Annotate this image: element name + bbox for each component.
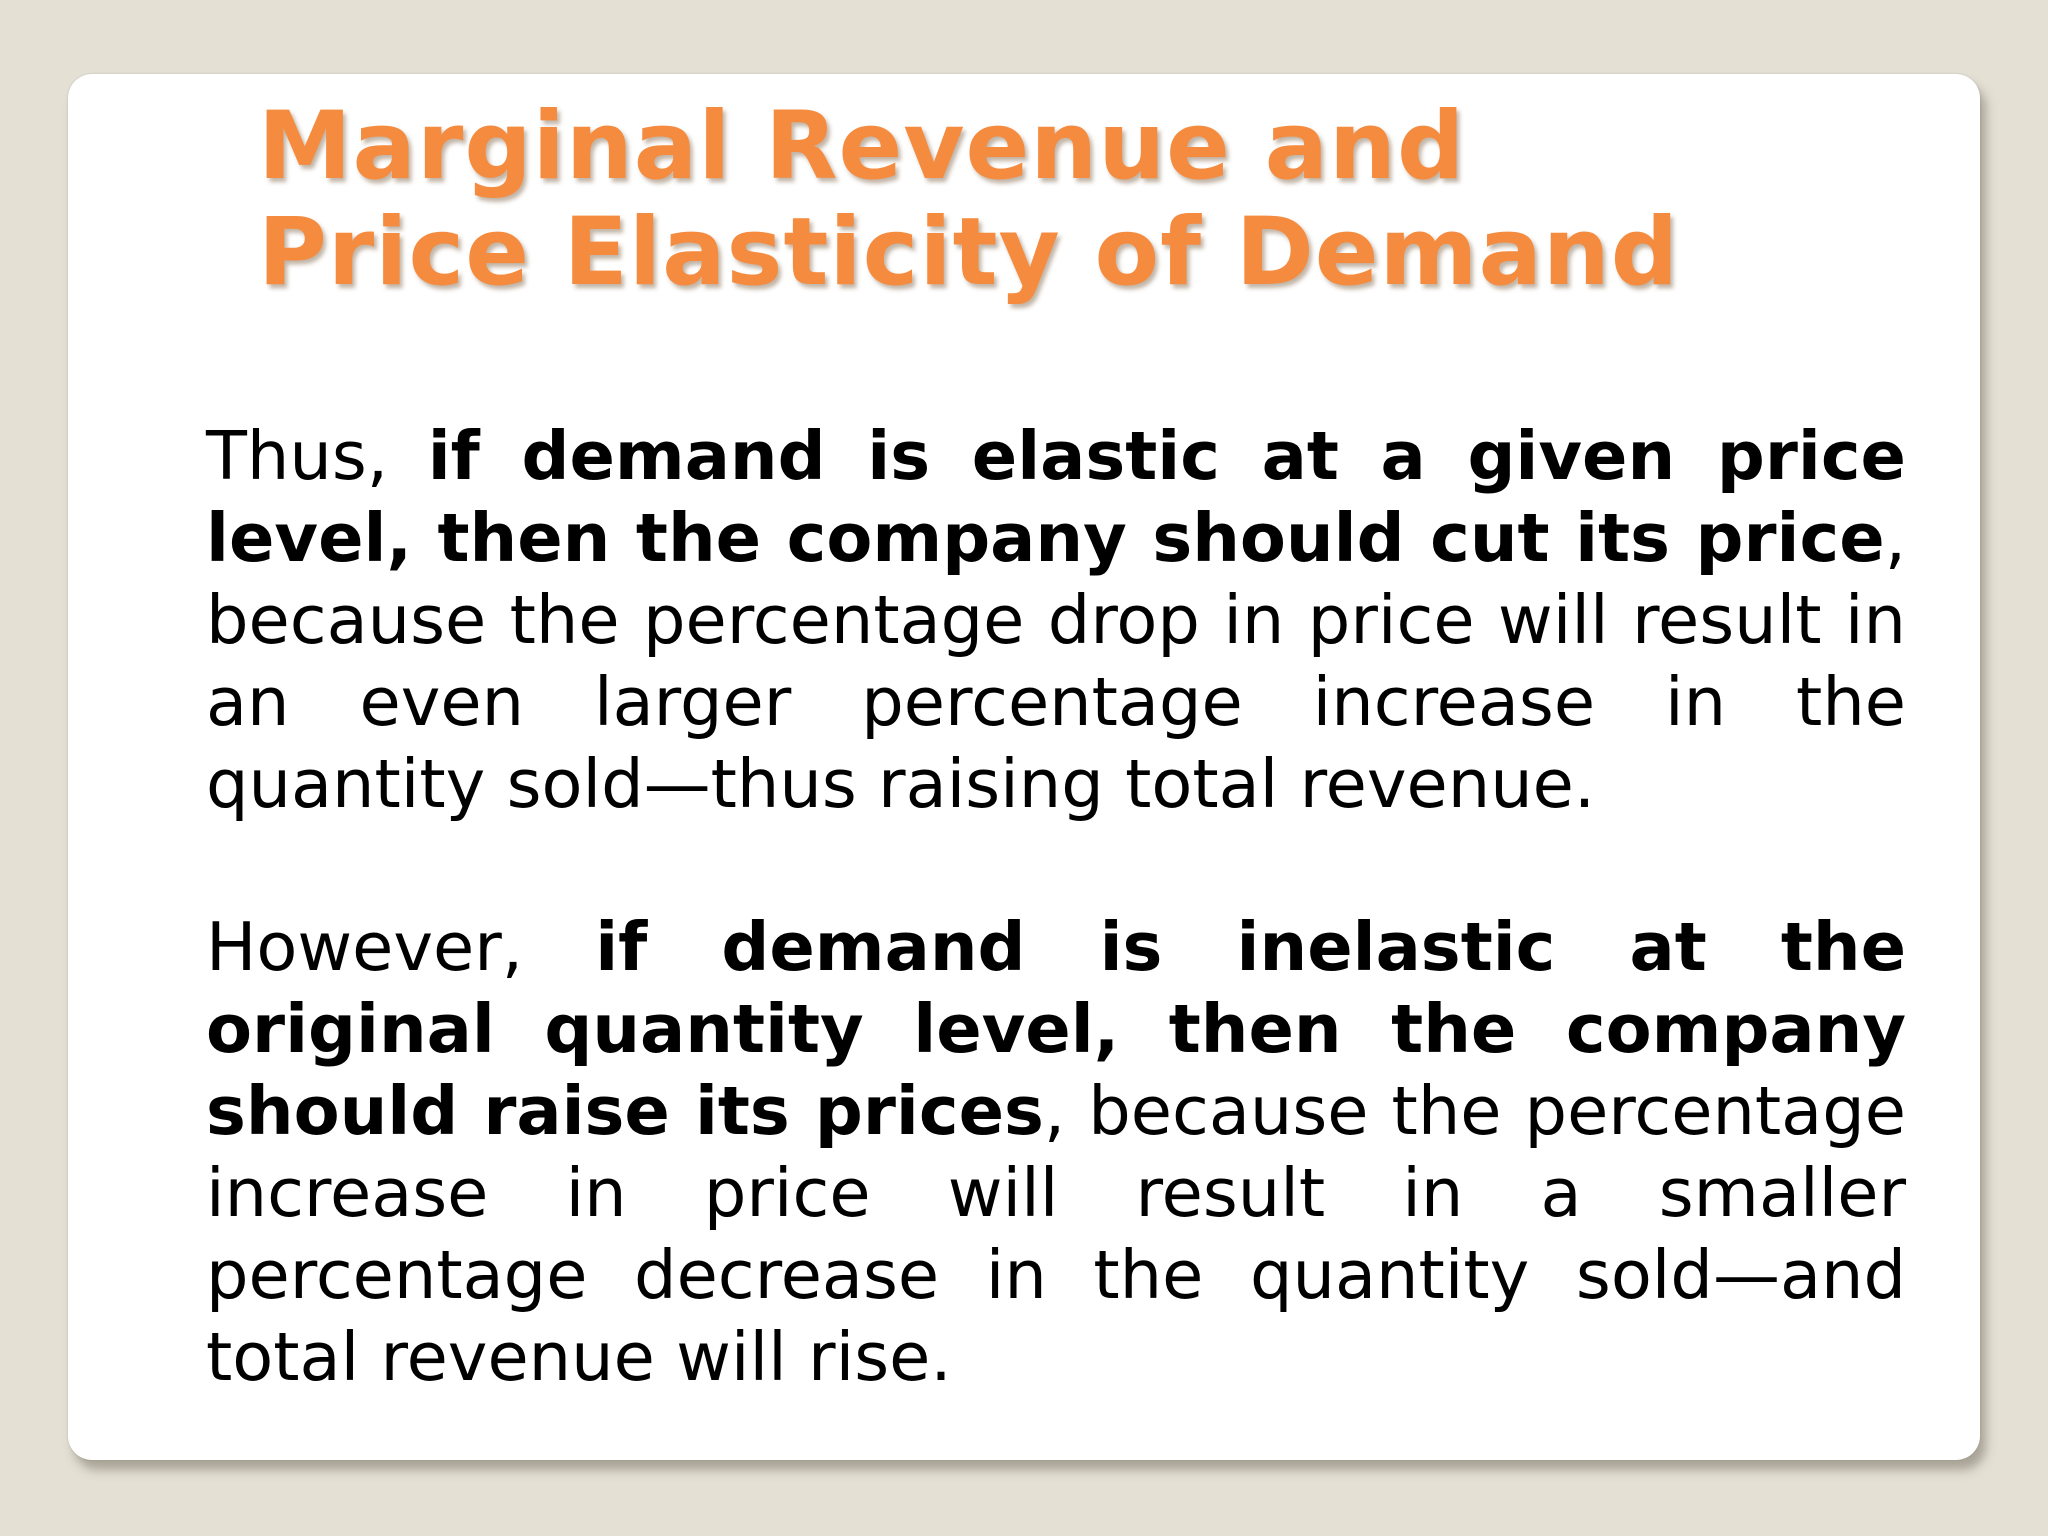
slide-title-line-1: Marginal Revenue and	[258, 92, 1466, 201]
paragraph-inelastic: However, if demand is inelastic at the o…	[206, 906, 1906, 1398]
slide-title: Marginal Revenue and Price Elasticity of…	[258, 94, 1818, 306]
paragraph-inelastic-rest: , because the percentage increase in pri…	[206, 1072, 1906, 1396]
paragraph-elastic-lead: Thus,	[206, 417, 428, 495]
paragraph-elastic-rest: , because the percentage drop in price w…	[206, 499, 1906, 823]
slide-card	[68, 74, 1980, 1460]
slide-title-line-2: Price Elasticity of Demand	[258, 198, 1680, 307]
paragraph-inelastic-emphasis: if demand is inelastic at the original q…	[206, 908, 1907, 1150]
paragraph-elastic: Thus, if demand is elastic at a given pr…	[206, 415, 1906, 825]
paragraph-elastic-emphasis: if demand is elastic at a given price le…	[206, 417, 1906, 577]
paragraph-inelastic-lead: However,	[206, 908, 596, 986]
